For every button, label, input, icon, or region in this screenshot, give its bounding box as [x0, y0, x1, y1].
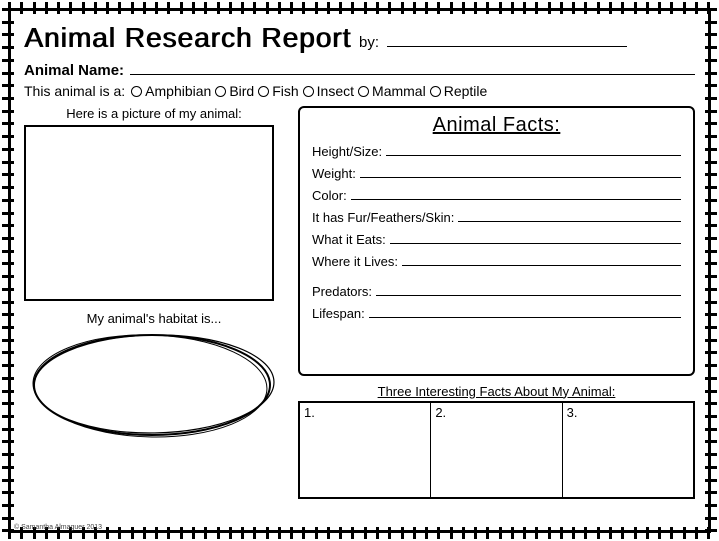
fact-line: Height/Size:: [312, 143, 681, 159]
fact-line: Where it Lives:: [312, 253, 681, 269]
copyright-text: © Samantha Almaguer 2013: [14, 524, 102, 531]
classification-row: This animal is a: Amphibian Bird Fish Insec…: [24, 83, 695, 100]
classification-option-bird[interactable]: Bird: [215, 83, 254, 99]
radio-icon: [358, 86, 369, 97]
border-ticks-bottom: [8, 527, 711, 539]
radio-label: Mammal: [372, 83, 426, 99]
right-column: Animal Facts: Height/Size: Weight: Color: I…: [298, 106, 695, 499]
animal-name-row: Animal Name:: [24, 60, 695, 79]
fact-line: Weight:: [312, 165, 681, 181]
classification-option-fish[interactable]: Fish: [258, 83, 298, 99]
radio-label: Fish: [272, 83, 298, 99]
fact-label: Height/Size:: [312, 144, 382, 159]
radio-label: Insect: [317, 83, 354, 99]
radio-label: Amphibian: [145, 83, 211, 99]
radio-icon: [215, 86, 226, 97]
fact-line: What it Eats:: [312, 231, 681, 247]
fact-blank[interactable]: [376, 283, 681, 296]
animal-name-blank[interactable]: [130, 60, 695, 75]
title-row: Animal Research Report by:: [24, 22, 695, 54]
radio-label: Bird: [229, 83, 254, 99]
fact-blank[interactable]: [369, 305, 681, 318]
two-column-area: Here is a picture of my animal: My anima…: [24, 106, 695, 499]
radio-icon: [131, 86, 142, 97]
fact-blank[interactable]: [386, 143, 681, 156]
fact-label: Color:: [312, 188, 347, 203]
fact-blank[interactable]: [390, 231, 681, 244]
by-blank[interactable]: [387, 31, 627, 47]
fact-label: What it Eats:: [312, 232, 386, 247]
worksheet-page: Animal Research Report by: Animal Name: …: [0, 0, 719, 541]
interesting-fact-1[interactable]: 1.: [300, 403, 431, 497]
border-ticks-top: [8, 2, 711, 14]
fact-blank[interactable]: [402, 253, 681, 266]
picture-caption: Here is a picture of my animal:: [24, 106, 284, 121]
classification-option-reptile[interactable]: Reptile: [430, 83, 488, 99]
habitat-oval[interactable]: [24, 328, 282, 442]
interesting-facts-box: 1. 2. 3.: [298, 401, 695, 499]
fact-blank[interactable]: [360, 165, 681, 178]
fact-label: Where it Lives:: [312, 254, 398, 269]
fact-label: Lifespan:: [312, 306, 365, 321]
facts-box: Animal Facts: Height/Size: Weight: Color: I…: [298, 106, 695, 376]
habitat-caption: My animal's habitat is...: [24, 311, 284, 326]
border-ticks-right: [705, 8, 717, 533]
fact-line: Color:: [312, 187, 681, 203]
left-column: Here is a picture of my animal: My anima…: [24, 106, 284, 499]
fact-blank[interactable]: [458, 209, 681, 222]
content-area: Animal Research Report by: Animal Name: …: [24, 22, 695, 519]
fact-label: Weight:: [312, 166, 356, 181]
radio-label: Reptile: [444, 83, 488, 99]
picture-box[interactable]: [24, 125, 274, 301]
fact-blank[interactable]: [351, 187, 681, 200]
interesting-fact-2[interactable]: 2.: [431, 403, 562, 497]
facts-heading: Animal Facts:: [312, 114, 681, 137]
classification-option-insect[interactable]: Insect: [303, 83, 354, 99]
animal-name-label: Animal Name:: [24, 62, 124, 79]
fact-line: It has Fur/Feathers/Skin:: [312, 209, 681, 225]
border-ticks-left: [2, 8, 14, 533]
interesting-heading: Three Interesting Facts About My Animal:: [298, 384, 695, 399]
radio-icon: [258, 86, 269, 97]
classification-option-amphibian[interactable]: Amphibian: [131, 83, 211, 99]
page-title: Animal Research Report: [24, 22, 351, 54]
fact-label: It has Fur/Feathers/Skin:: [312, 210, 454, 225]
fact-line: Lifespan:: [312, 305, 681, 321]
fact-line: Predators:: [312, 283, 681, 299]
interesting-fact-3[interactable]: 3.: [563, 403, 693, 497]
by-label: by:: [359, 34, 379, 51]
radio-icon: [303, 86, 314, 97]
fact-label: Predators:: [312, 284, 372, 299]
classification-prompt: This animal is a:: [24, 83, 125, 99]
radio-icon: [430, 86, 441, 97]
classification-option-mammal[interactable]: Mammal: [358, 83, 426, 99]
